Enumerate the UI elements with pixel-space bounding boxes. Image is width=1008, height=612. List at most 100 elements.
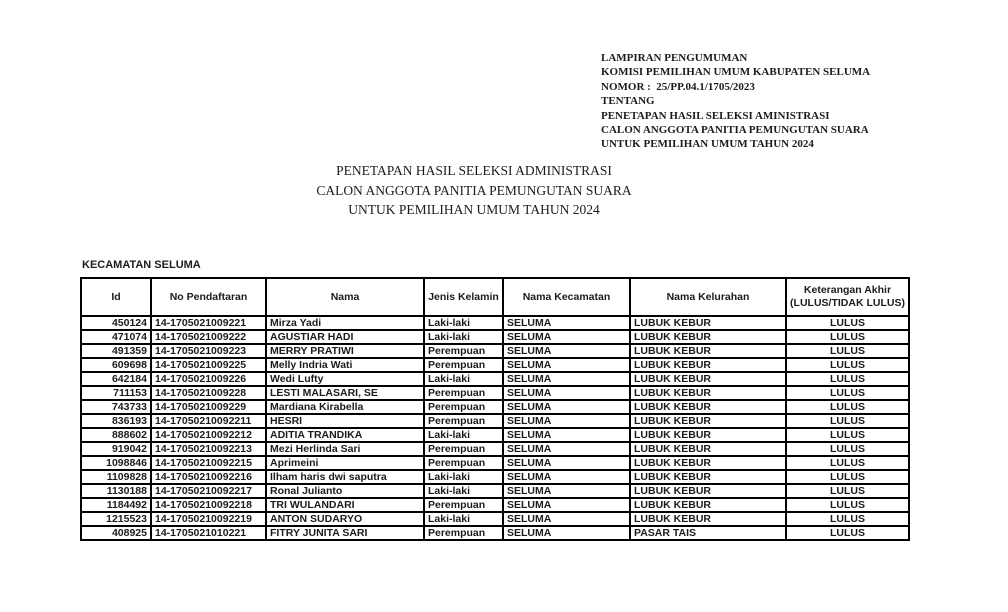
document-title-line: UNTUK PEMILIHAN UMUM TAHUN 2024 (348, 202, 600, 217)
cell-nama: Mirza Yadi (265, 315, 425, 331)
cell-no_pendaftaran: 14-1705021009221 (150, 315, 267, 331)
cell-nama: Mezi Herlinda Sari (265, 441, 425, 457)
cell-nama: FITRY JUNITA SARI (265, 525, 425, 541)
section-label-kecamatan: KECAMATAN SELUMA (82, 259, 201, 271)
column-header-jenis_kelamin: Jenis Kelamin (423, 277, 504, 317)
cell-nama: Ronal Julianto (265, 483, 425, 499)
cell-jenis_kelamin: Perempuan (423, 357, 504, 373)
cell-no_pendaftaran: 14-17050210092215 (150, 455, 267, 471)
cell-nama_kecamatan: SELUMA (502, 441, 631, 457)
cell-jenis_kelamin: Laki-laki (423, 371, 504, 387)
cell-nama: HESRI (265, 413, 425, 429)
cell-id: 642184 (80, 371, 152, 387)
cell-keterangan_akhir: LULUS (785, 497, 910, 513)
cell-nama_kelurahan: LUBUK KEBUR (629, 315, 787, 331)
cell-keterangan_akhir: LULUS (785, 315, 910, 331)
cell-no_pendaftaran: 14-17050210092212 (150, 427, 267, 443)
table-row: 888602 14-17050210092212 ADITIA TRANDIKA La… (80, 427, 910, 443)
table-row: 1130188 14-17050210092217 Ronal Julianto La… (80, 483, 910, 499)
cell-id: 609698 (80, 357, 152, 373)
cell-id: 491359 (80, 343, 152, 359)
table-head: Id No Pendaftaran Nama Jenis Kelamin Nama Ke… (80, 277, 910, 317)
letterhead-line: UNTUK PEMILIHAN UMUM TAHUN 2024 (601, 138, 814, 151)
cell-keterangan_akhir: LULUS (785, 371, 910, 387)
cell-keterangan_akhir: LULUS (785, 427, 910, 443)
letterhead-line: NOMOR : 25/PP.04.1/1705/2023 (601, 80, 755, 93)
cell-nama_kelurahan: LUBUK KEBUR (629, 385, 787, 401)
cell-id: 1109828 (80, 469, 152, 485)
cell-jenis_kelamin: Laki-laki (423, 329, 504, 345)
cell-id: 919042 (80, 441, 152, 457)
cell-keterangan_akhir: LULUS (785, 357, 910, 373)
cell-jenis_kelamin: Perempuan (423, 497, 504, 513)
cell-nama: LESTI MALASARI, SE (265, 385, 425, 401)
cell-jenis_kelamin: Perempuan (423, 343, 504, 359)
cell-keterangan_akhir: LULUS (785, 413, 910, 429)
letterhead-line: LAMPIRAN PENGUMUMAN (601, 52, 748, 64)
cell-nama_kelurahan: LUBUK KEBUR (629, 441, 787, 457)
cell-nama_kelurahan: LUBUK KEBUR (629, 483, 787, 499)
cell-nama_kecamatan: SELUMA (502, 469, 631, 485)
cell-nama_kecamatan: SELUMA (502, 385, 631, 401)
cell-nama_kecamatan: SELUMA (502, 427, 631, 443)
cell-no_pendaftaran: 14-1705021009228 (150, 385, 267, 401)
table-row: 711153 14-1705021009228 LESTI MALASARI, SE… (80, 385, 910, 401)
table-row: 1098846 14-17050210092215 Aprimeini Perempu… (80, 455, 910, 471)
table-row: 1215523 14-17050210092219 ANTON SUDARYO Lak… (80, 511, 910, 527)
cell-id: 1215523 (80, 511, 152, 527)
cell-nama_kecamatan: SELUMA (502, 497, 631, 513)
cell-keterangan_akhir: LULUS (785, 399, 910, 415)
cell-jenis_kelamin: Laki-laki (423, 427, 504, 443)
cell-id: 408925 (80, 525, 152, 541)
cell-nama_kecamatan: SELUMA (502, 399, 631, 415)
letterhead-line: TENTANG (601, 95, 655, 108)
cell-nama_kecamatan: SELUMA (502, 525, 631, 541)
cell-keterangan_akhir: LULUS (785, 385, 910, 401)
table-row: 471074 14-1705021009222 AGUSTIAR HADI Laki-… (80, 329, 910, 345)
cell-jenis_kelamin: Laki-laki (423, 315, 504, 331)
cell-id: 1184492 (80, 497, 152, 513)
cell-nama_kelurahan: LUBUK KEBUR (629, 427, 787, 443)
cell-nama_kelurahan: LUBUK KEBUR (629, 357, 787, 373)
cell-jenis_kelamin: Perempuan (423, 525, 504, 541)
cell-nama_kelurahan: LUBUK KEBUR (629, 497, 787, 513)
cell-nama: Aprimeini (265, 455, 425, 471)
cell-id: 1098846 (80, 455, 152, 471)
cell-nama: Mardiana Kirabella (265, 399, 425, 415)
cell-id: 711153 (80, 385, 152, 401)
cell-id: 1130188 (80, 483, 152, 499)
cell-id: 836193 (80, 413, 152, 429)
table-row: 1184492 14-17050210092218 TRI WULANDARI Per… (80, 497, 910, 513)
column-header-nama_kecamatan: Nama Kecamatan (502, 277, 631, 317)
cell-nama_kelurahan: PASAR TAIS (629, 525, 787, 541)
table-header-row: Id No Pendaftaran Nama Jenis Kelamin Nama Ke… (80, 277, 910, 317)
cell-keterangan_akhir: LULUS (785, 525, 910, 541)
column-header-no_pendaftaran: No Pendaftaran (150, 277, 267, 317)
cell-no_pendaftaran: 14-17050210092216 (150, 469, 267, 485)
cell-no_pendaftaran: 14-1705021009223 (150, 343, 267, 359)
cell-nama_kecamatan: SELUMA (502, 455, 631, 471)
cell-nama: Wedi Lufty (265, 371, 425, 387)
table-row: 919042 14-17050210092213 Mezi Herlinda Sar… (80, 441, 910, 457)
cell-jenis_kelamin: Perempuan (423, 441, 504, 457)
cell-nama_kecamatan: SELUMA (502, 315, 631, 331)
cell-id: 743733 (80, 399, 152, 415)
cell-no_pendaftaran: 14-17050210092218 (150, 497, 267, 513)
cell-no_pendaftaran: 14-17050210092213 (150, 441, 267, 457)
cell-keterangan_akhir: LULUS (785, 343, 910, 359)
cell-keterangan_akhir: LULUS (785, 483, 910, 499)
letterhead-line: KOMISI PEMILIHAN UMUM KABUPATEN SELUMA (601, 66, 871, 79)
cell-jenis_kelamin: Perempuan (423, 399, 504, 415)
cell-no_pendaftaran: 14-1705021009229 (150, 399, 267, 415)
cell-nama_kelurahan: LUBUK KEBUR (629, 455, 787, 471)
column-header-nama_kelurahan: Nama Kelurahan (629, 277, 787, 317)
cell-nama_kelurahan: LUBUK KEBUR (629, 329, 787, 345)
cell-no_pendaftaran: 14-1705021009225 (150, 357, 267, 373)
column-header-id: Id (80, 277, 152, 317)
cell-no_pendaftaran: 14-1705021009226 (150, 371, 267, 387)
document-title: PENETAPAN HASIL SELEKSI ADMINISTRASI CAL… (174, 161, 774, 220)
cell-nama_kecamatan: SELUMA (502, 413, 631, 429)
cell-keterangan_akhir: LULUS (785, 455, 910, 471)
cell-no_pendaftaran: 14-17050210092219 (150, 511, 267, 527)
table-row: 450124 14-1705021009221 Mirza Yadi Laki-lak… (80, 315, 910, 331)
